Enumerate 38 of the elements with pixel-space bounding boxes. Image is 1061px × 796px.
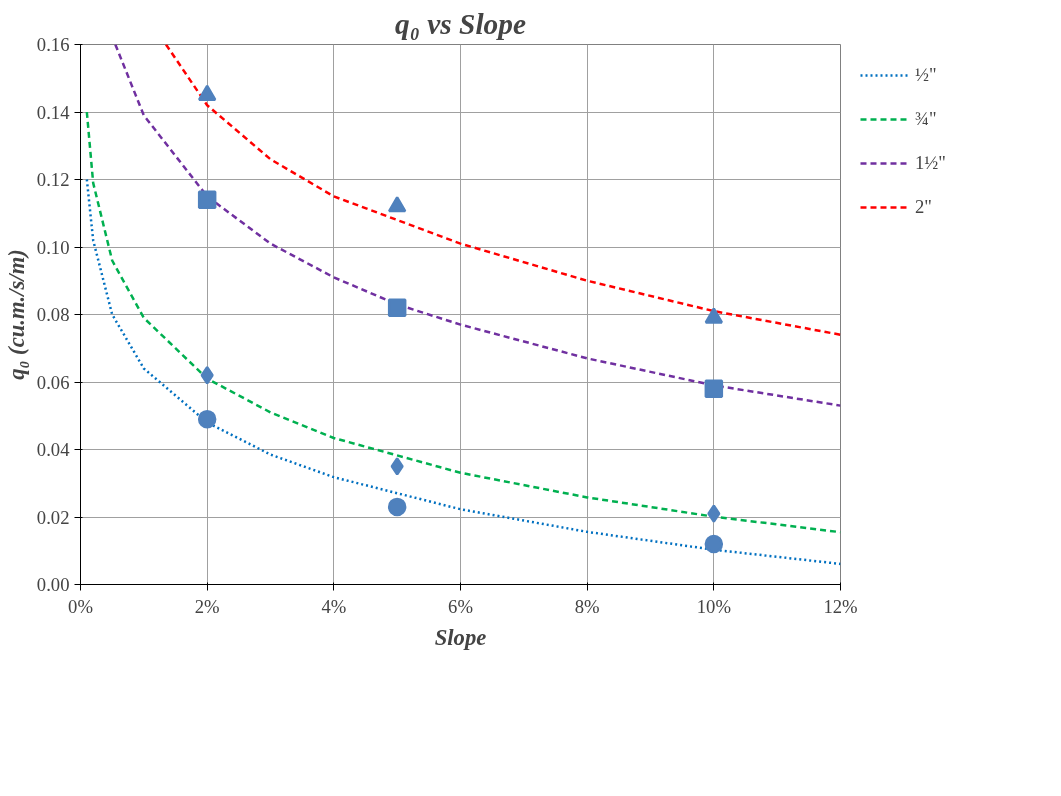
y-tick-label: 0.08 [36,304,70,325]
point [704,534,724,554]
x-tick-label: 12% [823,595,858,617]
line-series [85,178,841,566]
point [707,504,721,523]
legend-label: 1½" [915,152,946,174]
x-tick-label: 8% [574,595,600,617]
y-tick-label: 0.16 [36,34,70,55]
y-tick-label: 0.00 [36,574,70,595]
point [387,298,407,317]
point [704,379,724,398]
x-axis-title: Slope [434,624,487,650]
chart-title: q₀ vs Slope [395,7,526,40]
point [390,457,404,476]
point [387,196,407,213]
y-tick-label: 0.02 [36,506,70,528]
y-tick-label: 0.14 [36,101,71,123]
point [200,366,214,385]
legend-label: ¾" [915,108,937,130]
line-series [114,44,841,407]
x-tick-label: 10% [696,595,731,617]
point [197,84,217,101]
x-tick-label: 0% [68,595,93,617]
point [197,409,217,429]
x-tick-label: 6% [448,595,473,617]
point [704,307,724,324]
point [197,190,217,209]
point [387,497,407,517]
legend-label: 2" [915,196,933,218]
legend-label: ½" [915,64,937,86]
y-tick-label: 0.04 [36,439,71,460]
y-axis-title: q₀ (cu.m./s/m) [3,249,29,380]
x-tick-label: 4% [321,595,347,617]
y-tick-label: 0.10 [36,236,70,258]
x-tick-label: 2% [194,595,220,617]
line-series [164,44,841,336]
y-tick-label: 0.06 [36,371,70,393]
y-tick-label: 0.12 [36,169,70,190]
